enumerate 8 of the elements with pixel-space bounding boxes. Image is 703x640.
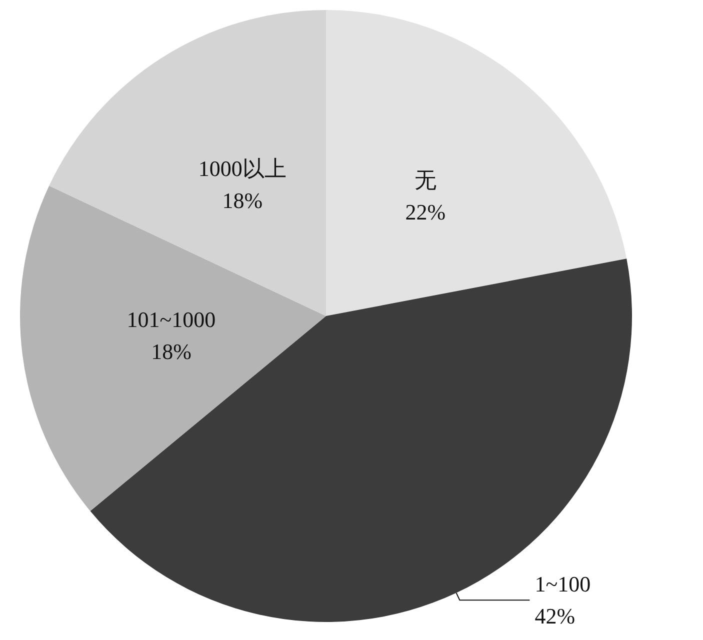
data-label: 22% [405, 199, 446, 224]
slice-label: 1000以上 [198, 156, 286, 181]
data-label: 18% [222, 188, 263, 213]
data-label: 42% [534, 604, 576, 629]
slice-label: 101~1000 [126, 307, 216, 332]
data-label: 18% [151, 339, 192, 364]
slice-label: 无 [414, 167, 436, 192]
slice-label: 1~100 [534, 572, 591, 597]
